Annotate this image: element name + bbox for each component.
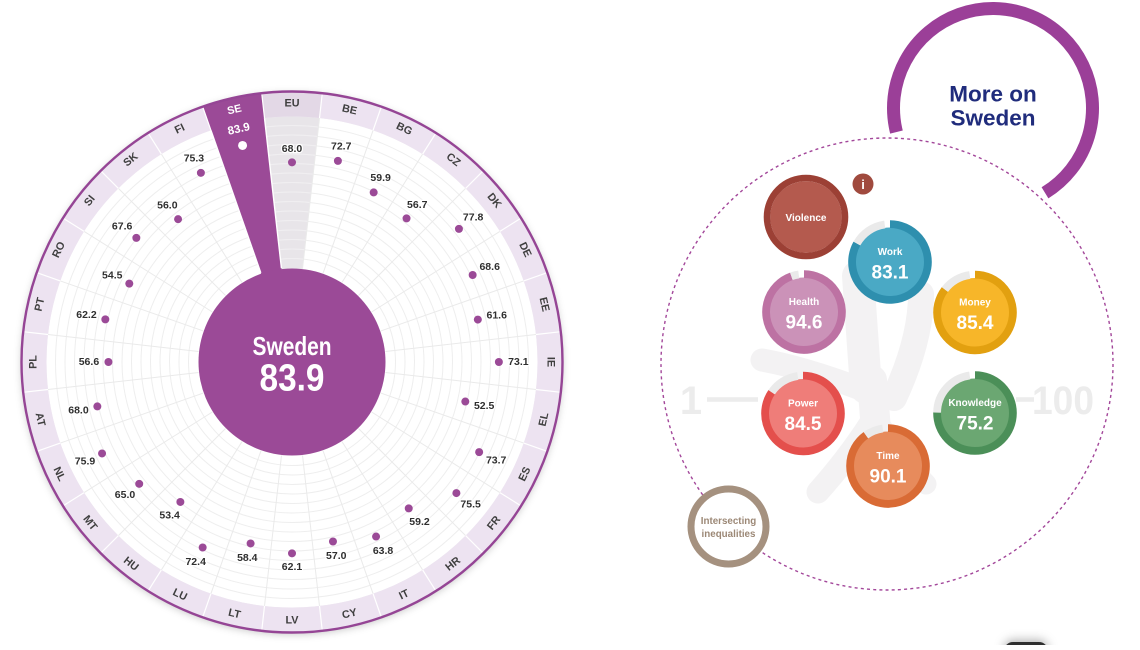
svg-text:84.5: 84.5	[785, 414, 822, 435]
svg-text:Work: Work	[878, 247, 903, 258]
svg-text:72.4: 72.4	[185, 556, 206, 568]
svg-text:73.1: 73.1	[508, 356, 529, 368]
svg-text:63.8: 63.8	[373, 545, 394, 557]
svg-text:75.9: 75.9	[75, 456, 96, 468]
svg-text:62.1: 62.1	[282, 561, 303, 573]
svg-text:EE: EE	[537, 296, 552, 313]
svg-text:72.7: 72.7	[331, 140, 352, 152]
svg-text:LT: LT	[227, 607, 242, 622]
svg-text:SE: SE	[226, 103, 243, 118]
svg-text:59.9: 59.9	[370, 172, 391, 184]
svg-text:More on: More on	[949, 82, 1037, 107]
svg-text:Power: Power	[788, 399, 818, 410]
svg-text:94.6: 94.6	[786, 313, 823, 334]
svg-text:inequalities: inequalities	[702, 529, 756, 540]
svg-text:68.0: 68.0	[68, 405, 89, 417]
svg-text:68.6: 68.6	[479, 261, 500, 273]
svg-text:54.5: 54.5	[102, 269, 123, 281]
svg-text:NL: NL	[51, 465, 68, 484]
svg-text:Sweden: Sweden	[950, 106, 1035, 131]
svg-text:PL: PL	[28, 355, 40, 369]
svg-text:67.6: 67.6	[112, 221, 133, 233]
svg-text:FI: FI	[173, 122, 187, 137]
svg-text:65.0: 65.0	[115, 489, 136, 501]
svg-text:75.5: 75.5	[460, 498, 481, 510]
svg-text:62.2: 62.2	[76, 309, 97, 321]
svg-text:1: 1	[680, 379, 702, 423]
svg-text:Sweden: Sweden	[253, 331, 332, 361]
svg-text:Money: Money	[959, 298, 991, 309]
svg-text:56.6: 56.6	[79, 356, 100, 368]
svg-text:LU: LU	[171, 586, 189, 603]
svg-text:BE: BE	[341, 102, 358, 117]
svg-text:Intersecting: Intersecting	[701, 516, 757, 527]
svg-text:LV: LV	[286, 615, 300, 627]
svg-text:68.0: 68.0	[282, 143, 303, 155]
svg-text:Time: Time	[876, 451, 900, 462]
svg-text:61.6: 61.6	[486, 309, 507, 321]
svg-text:Violence: Violence	[786, 213, 827, 224]
svg-text:90.1: 90.1	[870, 467, 907, 488]
svg-text:73.7: 73.7	[486, 454, 507, 466]
svg-text:EL: EL	[537, 411, 552, 428]
svg-text:83.9: 83.9	[260, 358, 325, 400]
svg-text:56.0: 56.0	[157, 200, 178, 212]
svg-text:Knowledge: Knowledge	[948, 398, 1002, 409]
svg-text:52.5: 52.5	[474, 400, 495, 412]
svg-text:75.3: 75.3	[184, 152, 205, 164]
svg-text:Health: Health	[789, 297, 820, 308]
svg-text:83.9: 83.9	[227, 121, 251, 138]
svg-text:EU: EU	[285, 98, 300, 110]
svg-text:53.4: 53.4	[159, 509, 180, 521]
svg-text:IE: IE	[545, 357, 557, 367]
svg-text:75.2: 75.2	[957, 414, 994, 435]
svg-text:CY: CY	[341, 606, 359, 621]
svg-text:59.2: 59.2	[409, 516, 430, 528]
svg-text:77.8: 77.8	[463, 212, 484, 224]
svg-text:57.0: 57.0	[326, 550, 347, 562]
svg-text:PT: PT	[33, 296, 48, 313]
svg-text:i: i	[861, 177, 865, 192]
svg-text:100: 100	[1032, 379, 1094, 423]
svg-text:83.1: 83.1	[872, 263, 909, 284]
svg-text:85.4: 85.4	[957, 313, 994, 334]
svg-text:DE: DE	[516, 240, 533, 259]
svg-text:56.7: 56.7	[407, 199, 428, 211]
svg-text:58.4: 58.4	[237, 552, 258, 564]
svg-text:AT: AT	[33, 412, 48, 428]
svg-text:ES: ES	[516, 465, 533, 483]
